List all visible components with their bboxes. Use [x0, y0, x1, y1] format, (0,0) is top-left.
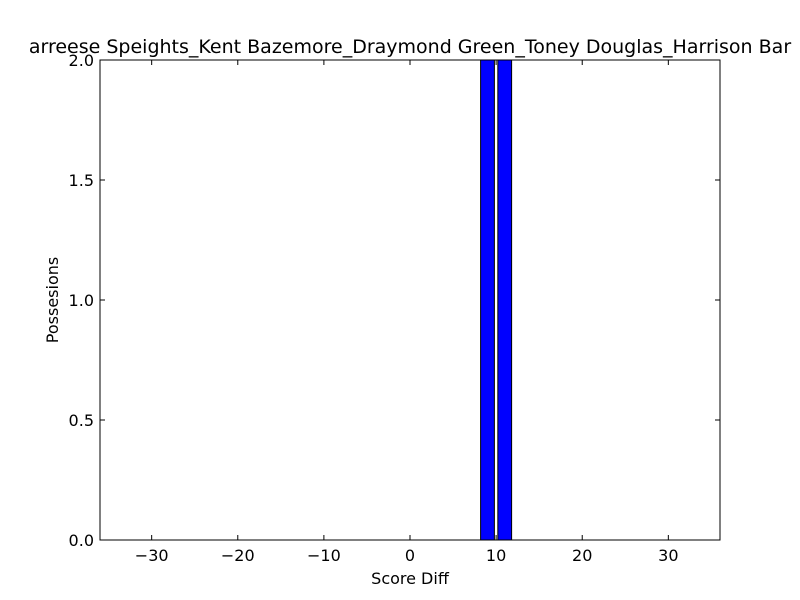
y-tick-label: 1.5	[69, 171, 94, 190]
x-axis-label: Score Diff	[371, 569, 450, 588]
ticks-layer: −30 −20 −10 0 10 20 30 0.0 0.5 1.0 1.5 2.0	[69, 51, 720, 565]
plot-background	[100, 60, 720, 540]
x-tick-label: 20	[572, 546, 592, 565]
y-tick-label: 1.0	[69, 291, 94, 310]
y-tick-label: 0.5	[69, 411, 94, 430]
bar-0	[480, 59, 495, 541]
y-tick-label: 0.0	[69, 531, 94, 550]
bars-layer	[480, 59, 513, 541]
y-axis-label: Possesions	[43, 257, 62, 343]
x-tick-label: 10	[486, 546, 506, 565]
x-tick-label: 30	[658, 546, 678, 565]
bar-1	[497, 59, 513, 541]
x-tick-label: −20	[221, 546, 255, 565]
plot-frame	[99, 59, 721, 541]
x-tick-label: −10	[307, 546, 341, 565]
chart-title: arreese Speights_Kent Bazemore_Draymond …	[29, 36, 791, 58]
y-tick-label: 2.0	[69, 51, 94, 70]
x-tick-label: −30	[135, 546, 169, 565]
x-tick-label: 0	[405, 546, 415, 565]
